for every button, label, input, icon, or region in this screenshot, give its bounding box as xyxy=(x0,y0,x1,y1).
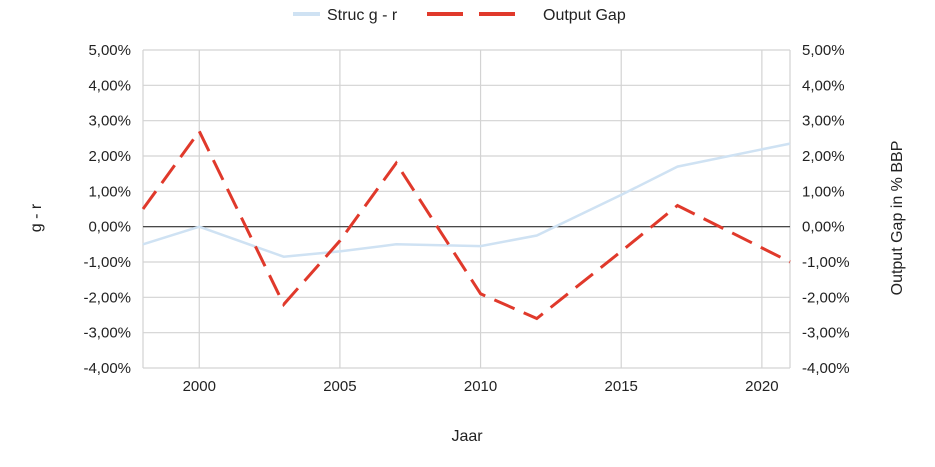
series-line-struc-g-r xyxy=(142,142,791,258)
left-tick-label: -2,00% xyxy=(83,289,131,306)
right-tick-label: 3,00% xyxy=(802,113,845,130)
right-tick-label: -2,00% xyxy=(802,289,850,306)
legend-item-struc: Struc g - r xyxy=(293,7,398,24)
left-tick-label: 4,00% xyxy=(88,77,131,94)
left-tick-label: -1,00% xyxy=(83,254,131,271)
x-tick-label: 2015 xyxy=(605,378,638,395)
gridlines xyxy=(142,49,791,369)
series-line-output-gap xyxy=(141,128,791,321)
right-axis-title: Output Gap in % BBP xyxy=(889,141,906,296)
left-tick-label: 0,00% xyxy=(88,219,131,236)
x-axis-title: Jaar xyxy=(451,428,483,445)
legend-label-struc: Struc g - r xyxy=(327,7,398,24)
x-tick-label: 2005 xyxy=(323,378,356,395)
x-tick-label: 2010 xyxy=(464,378,497,395)
legend-label-output-gap: Output Gap xyxy=(543,7,626,24)
left-tick-label: 2,00% xyxy=(88,148,131,165)
left-tick-label: 3,00% xyxy=(88,113,131,130)
right-tick-label: -1,00% xyxy=(802,254,850,271)
left-tick-label: -4,00% xyxy=(83,360,131,377)
series-layer xyxy=(141,128,791,321)
x-tick-label: 2000 xyxy=(183,378,216,395)
right-tick-label: 4,00% xyxy=(802,77,845,94)
right-tick-label: -4,00% xyxy=(802,360,850,377)
x-tick-label: 2020 xyxy=(745,378,778,395)
right-tick-label: 0,00% xyxy=(802,219,845,236)
left-axis-title: g - r xyxy=(28,203,45,232)
right-tick-label: 1,00% xyxy=(802,183,845,200)
right-tick-label: 2,00% xyxy=(802,148,845,165)
right-tick-label: -3,00% xyxy=(802,325,850,342)
x-axis-ticks: 2000 2005 2010 2015 2020 xyxy=(183,378,779,395)
right-axis-ticks: 5,00% 4,00% 3,00% 2,00% 1,00% 0,00% -1,00% -2,0… xyxy=(802,42,850,377)
left-axis-ticks: 5,00% 4,00% 3,00% 2,00% 1,00% 0,00% -1,00% -2,0… xyxy=(83,42,131,377)
left-tick-label: -3,00% xyxy=(83,325,131,342)
left-tick-label: 5,00% xyxy=(88,42,131,59)
legend: Struc g - r Output Gap xyxy=(293,7,626,24)
legend-item-output-gap: Output Gap xyxy=(427,7,626,24)
left-tick-label: 1,00% xyxy=(88,183,131,200)
right-tick-label: 5,00% xyxy=(802,42,845,59)
